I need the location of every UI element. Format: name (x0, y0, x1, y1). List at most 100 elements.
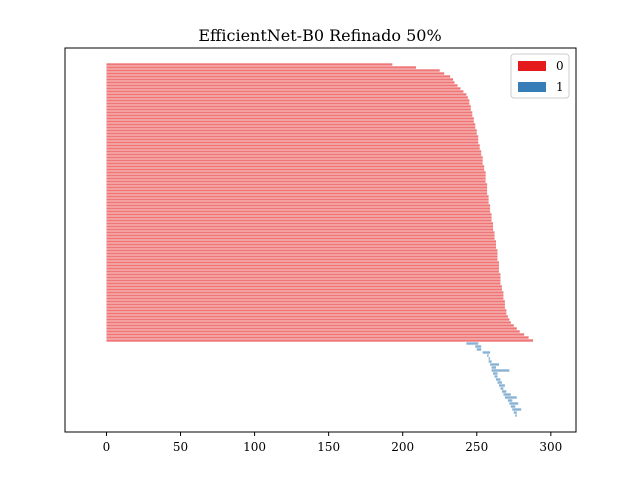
bar-series-0 (106, 87, 461, 90)
bar-series-0 (106, 318, 510, 321)
bar-series-0 (106, 183, 488, 186)
bar-series-0 (106, 90, 464, 93)
bar-series-0 (106, 237, 495, 240)
bar-series-1 (488, 357, 491, 360)
bar-series-0 (106, 165, 485, 168)
bar-series-1 (493, 372, 498, 375)
bar-series-0 (106, 129, 477, 132)
bar-series-1 (510, 405, 516, 408)
bar-series-0 (106, 270, 499, 273)
bar-series-0 (106, 84, 458, 87)
bar-series-0 (106, 195, 489, 198)
bar-series-0 (106, 279, 501, 282)
bar-series-0 (106, 138, 479, 141)
bar-series-1 (475, 345, 482, 348)
bar-series-0 (106, 156, 483, 159)
chart-title: EfficientNet-B0 Refinado 50% (198, 26, 441, 45)
bar-series-0 (106, 150, 482, 153)
x-tick-label: 100 (243, 440, 266, 454)
bar-series-1 (496, 378, 501, 381)
bar-series-0 (106, 336, 529, 339)
bar-series-0 (106, 222, 494, 225)
bar-series-0 (106, 147, 480, 150)
bar-series-0 (106, 168, 485, 171)
bar-series-0 (106, 327, 517, 330)
x-tick-label: 50 (173, 440, 188, 454)
bar-series-0 (106, 243, 497, 246)
legend-label-0: 0 (556, 59, 564, 73)
bar-series-0 (106, 228, 494, 231)
bar-series-1 (513, 411, 517, 414)
bar-series-0 (106, 300, 505, 303)
bar-series-0 (106, 159, 483, 162)
bar-series-0 (106, 216, 492, 219)
bar-series-0 (106, 99, 470, 102)
bar-series-1 (503, 393, 511, 396)
bar-series-0 (106, 252, 498, 255)
bar-series-1 (487, 354, 489, 357)
bar-series-0 (106, 255, 498, 258)
bar-series-0 (106, 132, 477, 135)
bar-series-0 (106, 309, 507, 312)
bar-series-1 (507, 399, 513, 402)
bar-series-0 (106, 120, 474, 123)
x-tick-label: 250 (465, 440, 488, 454)
bar-series-0 (106, 273, 501, 276)
bar-series-0 (106, 240, 497, 243)
bar-series-0 (106, 321, 511, 324)
bar-series-0 (106, 171, 486, 174)
bar-series-0 (106, 198, 489, 201)
bar-series-0 (106, 249, 498, 252)
bar-series-0 (106, 72, 445, 75)
bar-series-0 (106, 246, 497, 249)
bar-series-0 (106, 312, 507, 315)
bar-series-1 (466, 342, 479, 345)
bar-series-0 (106, 177, 486, 180)
bar-series-0 (106, 306, 505, 309)
bar-series-1 (488, 360, 492, 363)
bar-series-0 (106, 153, 482, 156)
x-tick-label: 200 (391, 440, 414, 454)
bar-series-1 (491, 369, 510, 372)
bar-series-0 (106, 303, 505, 306)
bar-series-0 (106, 63, 393, 66)
axes-frame (64, 47, 577, 433)
bar-series-0 (106, 297, 504, 300)
bar-series-0 (106, 81, 455, 84)
bar-series-0 (106, 330, 520, 333)
bar-series-0 (106, 276, 501, 279)
bar-series-0 (106, 78, 454, 81)
bar-series-0 (106, 291, 504, 294)
bars-layer (106, 63, 534, 417)
bar-series-0 (106, 114, 473, 117)
legend-swatch-0 (518, 61, 546, 71)
bar-series-0 (106, 69, 440, 72)
bar-series-0 (106, 267, 499, 270)
bar-series-1 (500, 387, 504, 390)
bar-series-0 (106, 93, 467, 96)
axes-layer: 0 50 100 150 200 250 300 (64, 47, 577, 454)
bar-series-1 (509, 402, 519, 405)
bar-series-0 (106, 186, 488, 189)
bar-series-0 (106, 105, 471, 108)
bar-series-0 (106, 144, 480, 147)
bar-series-1 (490, 363, 499, 366)
bar-series-0 (106, 141, 479, 144)
bar-series-0 (106, 282, 501, 285)
bar-series-0 (106, 204, 491, 207)
bar-series-0 (106, 162, 483, 165)
bar-series-0 (106, 210, 491, 213)
bar-series-0 (106, 123, 476, 126)
bar-series-0 (106, 339, 534, 342)
bar-series-0 (106, 108, 471, 111)
bar-series-0 (106, 231, 495, 234)
bar-series-0 (106, 213, 492, 216)
legend: 01 (510, 53, 570, 99)
bar-series-1 (498, 384, 505, 387)
bar-series-0 (106, 180, 486, 183)
bar-series-0 (106, 117, 474, 120)
bar-series-0 (106, 261, 499, 264)
bar-series-1 (497, 381, 502, 384)
bar-series-0 (106, 66, 417, 69)
